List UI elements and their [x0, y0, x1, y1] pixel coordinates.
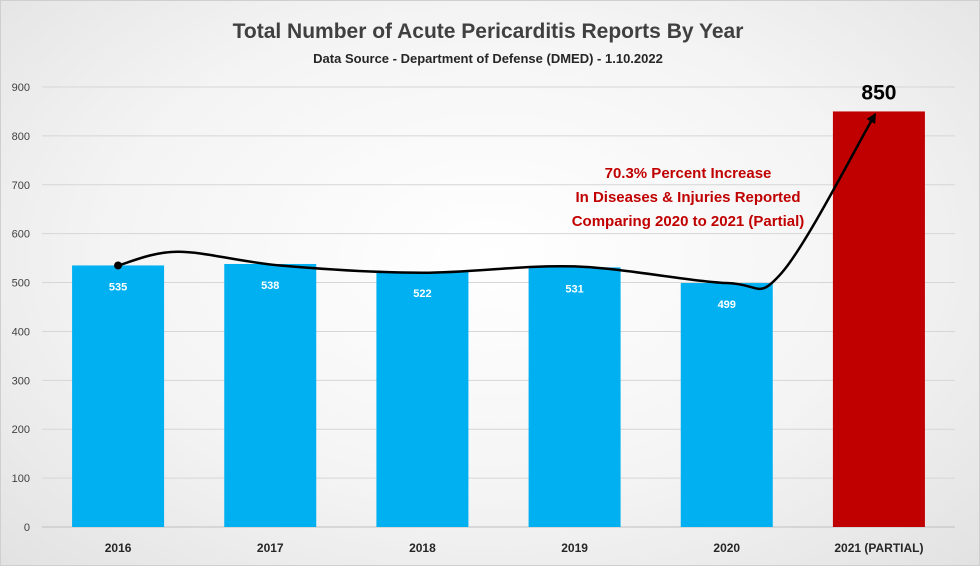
- data-label: 531: [565, 283, 583, 295]
- y-tick-label: 400: [12, 326, 30, 338]
- y-tick-label: 600: [12, 229, 30, 241]
- bar: [832, 111, 925, 527]
- y-tick-label: 100: [12, 473, 30, 485]
- annotation-text: In Diseases & Injuries Reported: [575, 189, 800, 206]
- y-tick-label: 900: [12, 82, 30, 94]
- annotation-text: Comparing 2020 to 2021 (Partial): [572, 213, 805, 230]
- data-label: 850: [861, 81, 896, 104]
- x-tick-label: 2021 (PARTIAL): [834, 541, 923, 555]
- data-label: 538: [261, 280, 279, 292]
- x-tick-label: 2016: [105, 541, 132, 555]
- y-tick-label: 700: [12, 180, 30, 192]
- x-tick-label: 2018: [409, 541, 436, 555]
- annotation-text: 70.3% Percent Increase: [605, 165, 772, 182]
- trend-arrow: [117, 112, 876, 290]
- y-tick-label: 200: [12, 424, 30, 436]
- x-tick-label: 2020: [713, 541, 740, 555]
- y-tick-label: 0: [24, 522, 30, 534]
- data-label: 535: [109, 281, 127, 293]
- bar: [224, 263, 317, 527]
- x-tick-label: 2019: [561, 541, 588, 555]
- bar: [72, 265, 165, 527]
- bar: [680, 283, 773, 527]
- x-tick-label: 2017: [257, 541, 284, 555]
- y-tick-label: 800: [12, 131, 30, 143]
- chart-subtitle: Data Source - Department of Defense (DME…: [313, 51, 663, 66]
- data-label: 522: [413, 288, 431, 300]
- data-label: 499: [718, 299, 736, 311]
- chart-title: Total Number of Acute Pericarditis Repor…: [233, 20, 744, 43]
- y-tick-label: 300: [12, 375, 30, 387]
- bar: [376, 271, 469, 527]
- bar: [528, 267, 621, 527]
- y-tick-label: 500: [12, 278, 30, 290]
